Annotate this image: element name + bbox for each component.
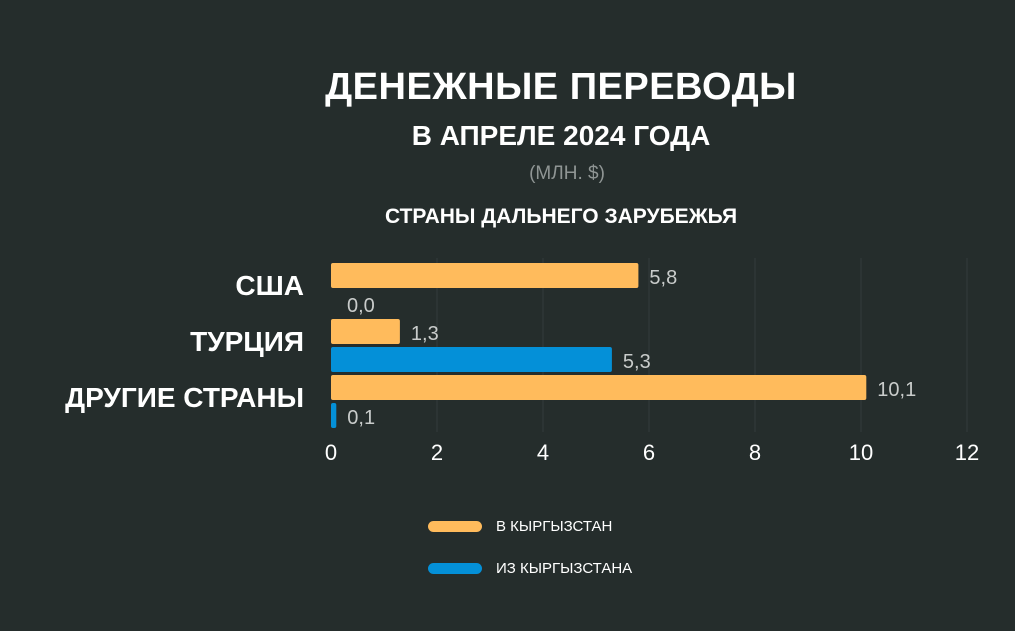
x-tick-label: 4 [537, 440, 549, 465]
data-label: 5,3 [623, 351, 651, 373]
legend-swatch-out [428, 563, 482, 574]
bar [331, 347, 612, 372]
x-tick-label: 6 [643, 440, 655, 465]
grid-lines [436, 258, 968, 432]
labels: 0 2 4 6 8 10 12 США 5,8 0,0 ТУРЦИЯ 1,3 5,3 ДРУГИЕ СТР… [65, 267, 979, 465]
legend-label-in: В КЫРГЫЗСТАН [496, 518, 613, 535]
x-tick-label: 0 [325, 440, 337, 465]
bar [331, 403, 337, 428]
x-tick-label: 12 [955, 440, 979, 465]
bar [331, 263, 639, 288]
data-label: 0,0 [347, 295, 375, 317]
chart-subtitle: В АПРЕЛЕ 2024 ГОДА [411, 120, 711, 151]
category-label: США [235, 270, 304, 301]
chart-units: (МЛН. $) [529, 163, 605, 184]
legend-swatch-in [428, 521, 482, 532]
bars [331, 263, 867, 428]
legend-item-out: ИЗ КЫРГЫЗСТАНА [428, 560, 632, 577]
legend-item-in: В КЫРГЫЗСТАН [428, 518, 612, 535]
data-label: 5,8 [649, 267, 677, 289]
x-tick-label: 2 [431, 440, 443, 465]
data-label: 0,1 [347, 407, 375, 429]
category-label: ТУРЦИЯ [190, 326, 304, 357]
chart-title: ДЕНЕЖНЫЕ ПЕРЕВОДЫ [325, 66, 797, 108]
x-tick-label: 8 [749, 440, 761, 465]
data-label: 10,1 [877, 379, 916, 401]
bar [331, 375, 867, 400]
x-tick-label: 10 [849, 440, 873, 465]
category-label: ДРУГИЕ СТРАНЫ [65, 382, 304, 413]
bar [331, 319, 400, 344]
legend-label-out: ИЗ КЫРГЫЗСТАНА [496, 560, 633, 577]
data-label: 1,3 [411, 323, 439, 345]
section-heading: СТРАНЫ ДАЛЬНЕГО ЗАРУБЕЖЬЯ [384, 205, 738, 228]
